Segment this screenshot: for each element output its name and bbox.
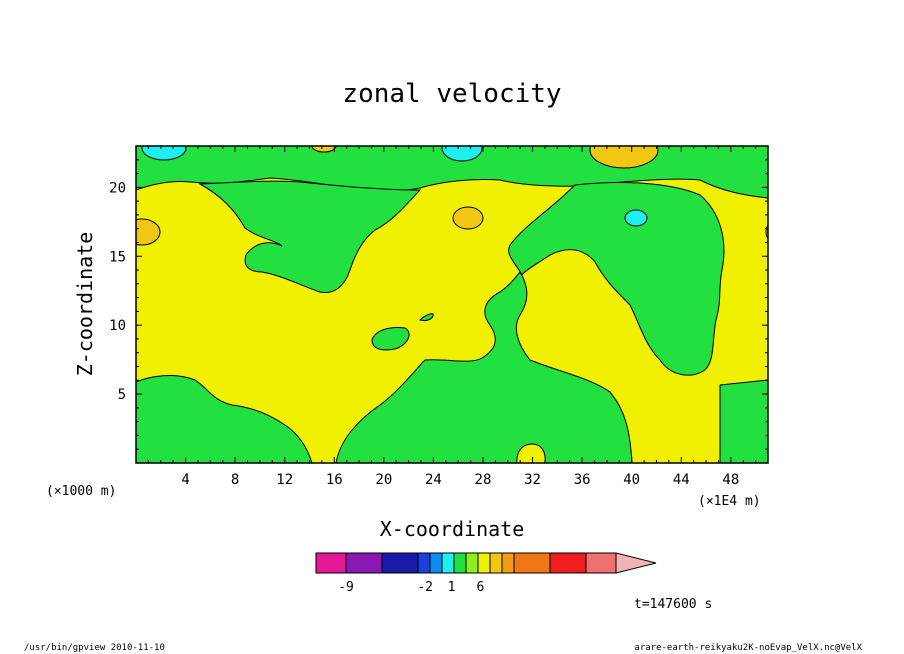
contour-cell-cyan-3 (624, 209, 648, 227)
chart-title: zonal velocity (342, 79, 561, 109)
y-tick-label: 5 (118, 387, 126, 403)
y-axis-label: Z-coordinate (73, 232, 97, 377)
contour-region-right-column (508, 181, 725, 376)
x-tick-label: 12 (276, 472, 293, 488)
contour-cell-orange-2 (452, 206, 484, 230)
colorbar-label: 6 (476, 580, 484, 595)
time-label: t=147600 s (634, 597, 712, 612)
x-unit-label: (×1E4 m) (698, 494, 761, 509)
colorbar-segment (345, 552, 383, 574)
x-tick-label: 16 (326, 472, 343, 488)
footer-right: arare-earth-reikyaku2K-noEvap_VelX.nc@Ve… (634, 643, 862, 653)
colorbar-segment (549, 552, 587, 574)
x-tick-label: 20 (375, 472, 392, 488)
x-tick-label: 36 (574, 472, 591, 488)
contour-cell-orange-4 (311, 146, 337, 153)
footer-left: /usr/bin/gpview 2010-11-10 (24, 643, 165, 653)
contour-region-small-cell (371, 327, 410, 351)
colorbar-label: -9 (338, 580, 354, 595)
x-tick-label: 28 (475, 472, 492, 488)
y-axis: 5 10 15 20 (109, 159, 768, 450)
colorbar-segment (465, 552, 479, 574)
colorbar-segment (381, 552, 419, 574)
colorbar-segment (315, 552, 347, 574)
colorbar-segment (453, 552, 467, 574)
x-tick-label: 4 (181, 472, 189, 488)
x-tick-label: 24 (425, 472, 442, 488)
contour-region-tiny-cell (419, 313, 434, 321)
colorbar-segment (417, 552, 431, 574)
x-tick-label: 8 (231, 472, 239, 488)
contour-region-left-lobe (198, 180, 422, 294)
y-tick-label: 20 (109, 180, 126, 196)
y-tick-label: 10 (109, 318, 126, 334)
colorbar-label: -2 (417, 580, 433, 595)
colorbar-segment (489, 552, 503, 574)
colorbar-segment (429, 552, 443, 574)
contour-region-right-strip (719, 379, 768, 463)
x-axis-label: X-coordinate (380, 517, 525, 541)
contour-region-center (335, 271, 633, 463)
colorbar (315, 552, 657, 574)
x-tick-label: 48 (722, 472, 739, 488)
contour-region-lower-left (136, 375, 313, 463)
x-tick-label: 40 (623, 472, 640, 488)
x-tick-label: 32 (524, 472, 541, 488)
colorbar-segment (501, 552, 515, 574)
contour-cell-orange-3 (136, 218, 161, 246)
y-tick-label: 15 (109, 249, 126, 265)
contour-region-bottom-bump (516, 443, 546, 463)
colorbar-segment (441, 552, 455, 574)
colorbar-label: 1 (448, 580, 456, 595)
colorbar-segment (513, 552, 551, 574)
contour-cell-cyan-2 (441, 146, 483, 162)
x-tick-label: 44 (673, 472, 690, 488)
colorbar-arrow (615, 552, 657, 574)
colorbar-segment (477, 552, 491, 574)
colorbar-labels: -9 -2 1 6 (338, 580, 484, 595)
x-scale-note: (×1000 m) (46, 484, 116, 499)
colorbar-segment (585, 552, 617, 574)
contour-cell-orange-1 (589, 146, 659, 169)
contour-field (136, 146, 768, 463)
plot-frame (135, 145, 769, 464)
x-axis: 4 8 12 16 20 24 28 32 36 40 44 48 (147, 146, 757, 488)
